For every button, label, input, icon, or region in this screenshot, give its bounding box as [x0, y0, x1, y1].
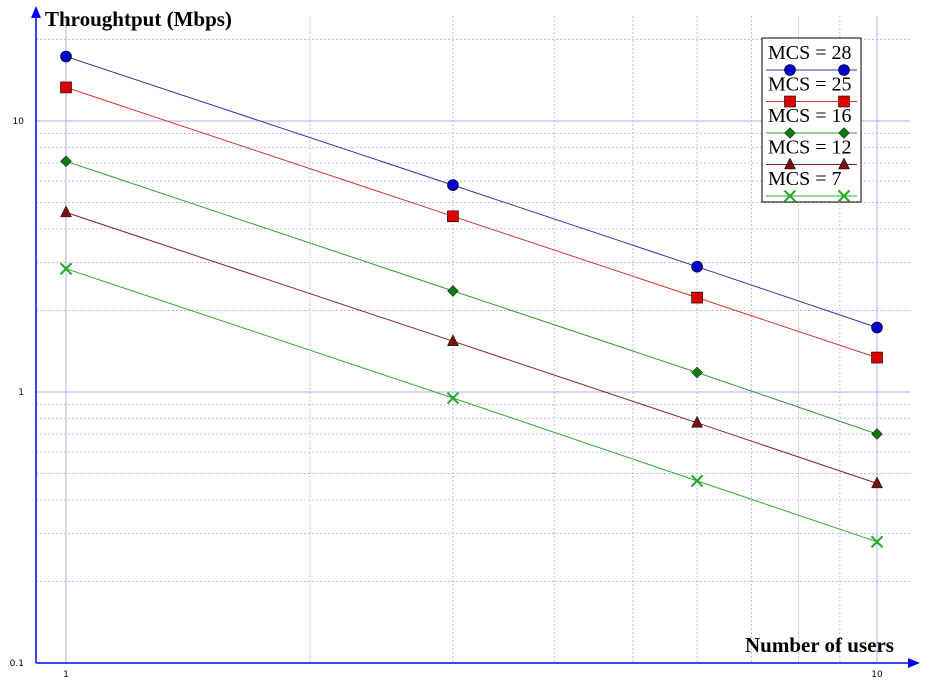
legend-marker: [784, 95, 796, 108]
y-axis-arrow-icon: [31, 6, 41, 18]
series-line: [65, 268, 878, 543]
data-point: [447, 210, 459, 223]
legend-label: MCS = 7: [768, 168, 842, 190]
legend-label: MCS = 16: [768, 105, 852, 127]
data-point: [871, 428, 883, 440]
data-point: [60, 50, 72, 63]
legend-item: MCS = 16: [766, 105, 857, 139]
data-point: [871, 351, 883, 364]
legend-marker: [784, 64, 796, 76]
legend-marker: [838, 127, 850, 139]
series-2: [60, 81, 883, 364]
data-point: [691, 366, 703, 379]
legend-item: MCS = 7: [766, 168, 857, 203]
legend-marker: [784, 127, 796, 139]
series-line: [65, 86, 878, 359]
data-point: [447, 285, 459, 297]
legend-marker: [837, 189, 851, 203]
data-point: [59, 262, 73, 275]
x-axis-title: Number of users: [745, 633, 894, 657]
legend-label: MCS = 25: [768, 74, 852, 96]
legend-label: MCS = 28: [768, 42, 852, 64]
axes: [31, 6, 920, 668]
series-line: [65, 56, 878, 328]
data-point: [871, 321, 883, 334]
series-3: [60, 155, 883, 440]
legend-label: MCS = 12: [768, 137, 852, 159]
legend-marker: [838, 157, 850, 170]
legend-item: MCS = 28: [766, 42, 857, 76]
data-point: [871, 476, 883, 489]
data-point: [870, 535, 884, 549]
series-1: [60, 50, 883, 334]
data-point: [60, 155, 72, 168]
data-point: [446, 391, 460, 405]
data-point: [447, 334, 459, 346]
y-tick-label: 0.1: [10, 659, 24, 669]
data-point: [60, 81, 72, 94]
series-4: [60, 205, 883, 489]
x-axis-arrow-icon: [908, 658, 920, 668]
x-tick-label: 10: [871, 670, 883, 680]
series-group: [59, 50, 884, 549]
data-point: [447, 179, 459, 191]
legend-marker: [838, 95, 850, 108]
data-point: [691, 415, 703, 428]
legend-marker: [784, 157, 796, 170]
series-line: [65, 160, 878, 435]
y-tick-label: 1: [18, 388, 24, 398]
data-point: [690, 474, 704, 488]
series-line: [65, 211, 878, 484]
y-tick-label: 10: [13, 117, 25, 127]
legend-marker: [783, 189, 797, 203]
series-5: [59, 262, 884, 549]
data-point: [60, 205, 72, 218]
tick-labels: 0.1 1 10 1 10: [10, 117, 883, 680]
legend: MCS = 28 MCS = 25 MCS = 16 MCS = 12 MCS = 7: [761, 37, 862, 203]
grid: [36, 16, 910, 664]
y-axis-title: Throughtput (Mbps): [45, 7, 232, 31]
legend-item: MCS = 25: [766, 74, 857, 108]
data-point: [691, 260, 703, 273]
legend-item: MCS = 12: [766, 137, 857, 170]
x-tick-label: 1: [63, 670, 69, 680]
data-point: [691, 291, 703, 304]
legend-marker: [838, 64, 850, 76]
